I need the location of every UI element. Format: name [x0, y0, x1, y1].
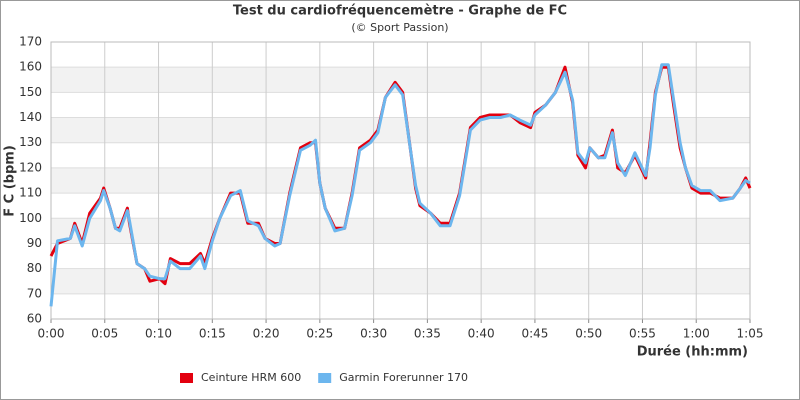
x-tick-label: 0:15	[199, 327, 226, 341]
chart-title: Test du cardiofréquencemètre - Graphe de…	[233, 4, 567, 19]
x-tick-label: 0:40	[468, 327, 495, 341]
y-tick-label: 80	[27, 261, 42, 275]
x-tick-label: 0:50	[575, 327, 602, 341]
plot-border	[50, 41, 751, 320]
y-tick-label: 160	[19, 60, 42, 74]
y-tick-label: 170	[19, 35, 42, 49]
grid-band	[51, 218, 750, 244]
legend-swatch	[180, 373, 193, 383]
grid-band	[51, 167, 750, 194]
grid-band	[51, 117, 750, 143]
y-tick-label: 60	[27, 312, 42, 326]
x-tick-label: 0:25	[306, 327, 333, 341]
x-tick-label: 0:05	[91, 327, 118, 341]
y-tick-label: 140	[19, 110, 42, 124]
x-tick-label: 0:00	[38, 327, 65, 341]
legend-label: Garmin Forerunner 170	[339, 371, 468, 384]
y-tick-label: 110	[19, 186, 42, 200]
y-tick-label: 130	[19, 135, 42, 149]
x-tick-label: 1:05	[737, 327, 764, 341]
x-tick-label: 0:45	[521, 327, 548, 341]
y-tick-label: 70	[27, 286, 42, 300]
legend-swatch	[318, 373, 332, 383]
x-tick-label: 0:35	[414, 327, 441, 341]
x-tick-label: 0:30	[360, 327, 387, 341]
x-tick-label: 0:55	[629, 327, 656, 341]
series-line	[49, 63, 751, 307]
x-tick-label: 1:00	[683, 327, 710, 341]
x-tick-label: 0:20	[253, 327, 280, 341]
y-tick-label: 100	[19, 211, 42, 225]
grid-band	[51, 268, 750, 294]
y-axis-label: F C (bpm)	[3, 145, 18, 217]
y-tick-label: 120	[19, 160, 42, 174]
y-tick-label: 90	[27, 236, 42, 250]
y-tick-label: 150	[19, 85, 42, 99]
series-line	[49, 65, 752, 286]
x-axis-label: Durée (hh:mm)	[637, 345, 748, 360]
x-tick-label: 0:10	[145, 327, 172, 341]
chart-subtitle: (© Sport Passion)	[351, 21, 448, 34]
legend-label: Ceinture HRM 600	[201, 371, 301, 384]
